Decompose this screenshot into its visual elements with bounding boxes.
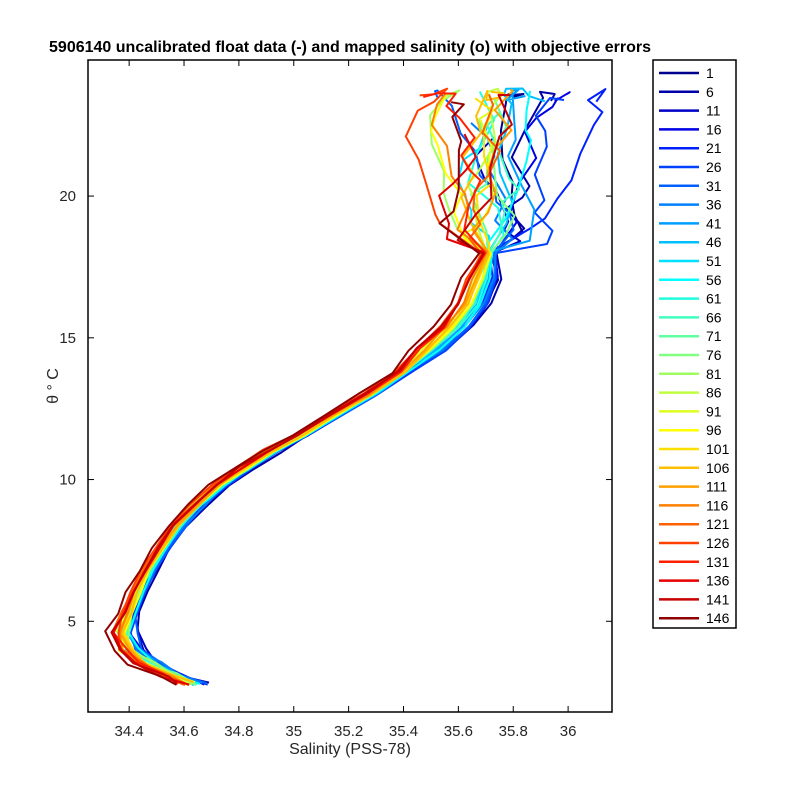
x-tick-label: 35.2 [334,723,363,740]
y-tick-label: 20 [59,188,76,205]
legend-label: 66 [706,309,722,325]
y-axis-label: θ ° C [45,368,62,404]
x-tick-label: 34.8 [224,723,253,740]
legend-label: 36 [706,197,722,213]
legend-label: 61 [706,291,722,307]
legend-label: 16 [706,121,722,137]
legend-label: 146 [706,610,730,626]
x-axis-label: Salinity (PSS-78) [289,741,411,758]
x-tick-label: 34.6 [169,723,198,740]
legend-label: 121 [706,516,730,532]
legend-label: 26 [706,159,722,175]
legend-label: 106 [706,460,730,476]
x-tick-label: 35.6 [444,723,473,740]
legend-label: 126 [706,535,730,551]
x-tick-label: 34.4 [115,723,144,740]
legend: 1611162126313641465156616671768186919610… [659,65,730,626]
axis-ticks: 34.4 34.6 34.8 35 35.2 35.4 35.6 35.8 36 5 10 15 20 [59,60,612,740]
legend-label: 116 [706,497,729,513]
plot-area [88,60,612,712]
plot-frame [87,59,613,713]
legend-label: 46 [706,234,722,250]
legend-label: 101 [706,441,730,457]
legend-label: 71 [706,328,722,344]
legend-label: 111 [706,479,727,495]
profile-lines [104,87,607,687]
x-tick-label: 35.8 [499,723,528,740]
legend-label: 81 [706,366,722,382]
x-tick-label: 36 [560,723,577,740]
legend-label: 51 [706,253,722,269]
legend-label: 1 [706,65,714,81]
profile-line [110,93,513,685]
legend-label: 96 [706,422,722,438]
legend-label: 56 [706,272,722,288]
legend-label: 86 [706,385,722,401]
legend-label: 141 [706,591,730,607]
profile-line [104,101,481,686]
legend-label: 41 [706,215,722,231]
chart-title: 5906140 uncalibrated float data (-) and … [49,39,651,56]
legend-label: 91 [706,403,722,419]
legend-label: 31 [706,178,722,194]
y-tick-label: 15 [59,330,76,347]
legend-label: 11 [706,103,721,119]
profile-line [121,89,505,684]
x-tick-label: 35.4 [389,723,418,740]
legend-label: 136 [706,573,730,589]
y-tick-label: 5 [68,613,76,630]
legend-label: 21 [706,140,722,156]
x-tick-label: 35 [285,723,302,740]
legend-label: 131 [706,554,730,570]
y-tick-label: 10 [59,472,76,489]
legend-box [652,59,737,629]
legend-label: 6 [706,84,714,100]
legend-label: 76 [706,347,722,363]
